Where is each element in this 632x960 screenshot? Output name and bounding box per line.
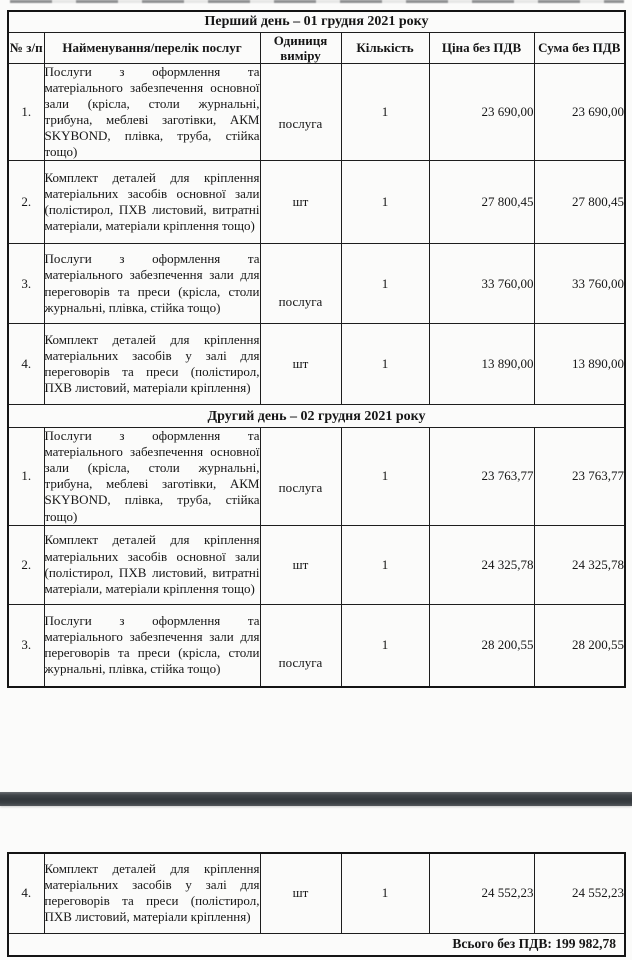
row-number-cell: 2. [7, 524, 45, 605]
unit-label: послуга [278, 480, 323, 496]
total-label: Всього без ПДВ: 199 982,78 [7, 932, 626, 957]
price-cell: 13 890,00 [428, 323, 535, 406]
service-name-cell: Послуги з оформлення та матеріального за… [43, 62, 261, 162]
row-number-cell: 4. [7, 323, 45, 406]
unit-cell: шт [259, 160, 342, 245]
quantity-cell: 1 [340, 524, 430, 605]
unit-label: послуга [278, 293, 323, 309]
sum-cell: 33 760,00 [533, 243, 626, 325]
sum-cell: 24 325,78 [533, 524, 626, 605]
column-header-cell: Сума без ПДВ [533, 31, 626, 64]
service-name-cell: Комплект деталей для кріплення матеріаль… [43, 852, 261, 934]
sum-cell: 24 552,23 [533, 852, 626, 934]
section-title: Другий день – 02 грудня 2021 року [7, 404, 626, 429]
sum-cell: 28 200,55 [533, 603, 626, 688]
sum-cell: 13 890,00 [533, 323, 626, 406]
price-cell: 28 200,55 [428, 603, 535, 688]
unit-cell: шт [259, 323, 342, 406]
column-header-cell: Ціна без ПДВ [428, 31, 535, 64]
price-cell: 23 690,00 [428, 62, 535, 162]
section-title-row: Другий день – 02 грудня 2021 року [7, 404, 626, 429]
unit-cell: шт [259, 524, 342, 605]
service-name-cell: Комплект деталей для кріплення матеріаль… [43, 524, 261, 605]
column-header-cell: Найменування/перелік послуг [43, 31, 261, 64]
row-number-cell: 1. [7, 62, 45, 162]
row-number-cell: 3. [7, 243, 45, 325]
table-row: 3. Послуги з оформлення та матеріального … [7, 603, 626, 688]
price-cell: 24 325,78 [428, 524, 535, 605]
unit-label: послуга [278, 655, 323, 671]
quantity-cell: 1 [340, 160, 430, 245]
column-header-cell: № з/п [7, 31, 45, 64]
unit-cell: послуга [259, 427, 342, 526]
sum-cell: 23 690,00 [533, 62, 626, 162]
table-row: 1. Послуги з оформлення та матеріального … [7, 427, 626, 526]
column-header-cell: Одиниця виміру [259, 31, 342, 64]
unit-label: послуга [278, 115, 323, 131]
unit-label: шт [292, 194, 309, 210]
quantity-cell: 1 [340, 603, 430, 688]
price-cell: 23 763,77 [428, 427, 535, 526]
service-name-cell: Послуги з оформлення та матеріального за… [43, 603, 261, 688]
service-name-cell: Комплект деталей для кріплення матеріаль… [43, 323, 261, 406]
table-row: 1. Послуги з оформлення та матеріального … [7, 62, 626, 162]
unit-cell: послуга [259, 603, 342, 688]
row-number-cell: 1. [7, 427, 45, 526]
section-title-row: Перший день – 01 грудня 2021 року [7, 10, 626, 33]
table-row: 4. Комплект деталей для кріплення матеріа… [7, 852, 626, 934]
page-break-bar [0, 792, 632, 806]
services-table-main: Перший день – 01 грудня 2021 року № з/п На… [7, 10, 627, 689]
quantity-cell: 1 [340, 243, 430, 325]
table-row: 3. Послуги з оформлення та матеріального … [7, 243, 626, 325]
total-row: Всього без ПДВ: 199 982,78 [7, 932, 626, 957]
price-cell: 27 800,45 [428, 160, 535, 245]
quantity-cell: 1 [340, 852, 430, 934]
unit-cell: шт [259, 852, 342, 934]
column-header-row: № з/п Найменування/перелік послуг Одиниця … [7, 31, 626, 64]
unit-label: шт [292, 885, 309, 901]
column-header-cell: Кількість [340, 31, 430, 64]
quantity-cell: 1 [340, 427, 430, 526]
service-name-cell: Послуги з оформлення та матеріального за… [43, 243, 261, 325]
row-number-cell: 2. [7, 160, 45, 245]
unit-label: шт [292, 556, 309, 572]
table-row: 4. Комплект деталей для кріплення матеріа… [7, 323, 626, 406]
table-row: 2. Комплект деталей для кріплення матеріа… [7, 524, 626, 605]
service-name-cell: Комплект деталей для кріплення матеріаль… [43, 160, 261, 245]
table-row: 2. Комплект деталей для кріплення матеріа… [7, 160, 626, 245]
scan-artifact-top [10, 0, 624, 3]
unit-cell: послуга [259, 243, 342, 325]
sum-cell: 27 800,45 [533, 160, 626, 245]
service-name-cell: Послуги з оформлення та матеріального за… [43, 427, 261, 526]
price-cell: 33 760,00 [428, 243, 535, 325]
unit-cell: послуга [259, 62, 342, 162]
row-number-cell: 4. [7, 852, 45, 934]
unit-label: шт [292, 356, 309, 372]
price-cell: 24 552,23 [428, 852, 535, 934]
quantity-cell: 1 [340, 62, 430, 162]
sum-cell: 23 763,77 [533, 427, 626, 526]
services-table-continued: 4. Комплект деталей для кріплення матеріа… [7, 852, 626, 957]
quantity-cell: 1 [340, 323, 430, 406]
section-title: Перший день – 01 грудня 2021 року [7, 10, 626, 33]
row-number-cell: 3. [7, 603, 45, 688]
